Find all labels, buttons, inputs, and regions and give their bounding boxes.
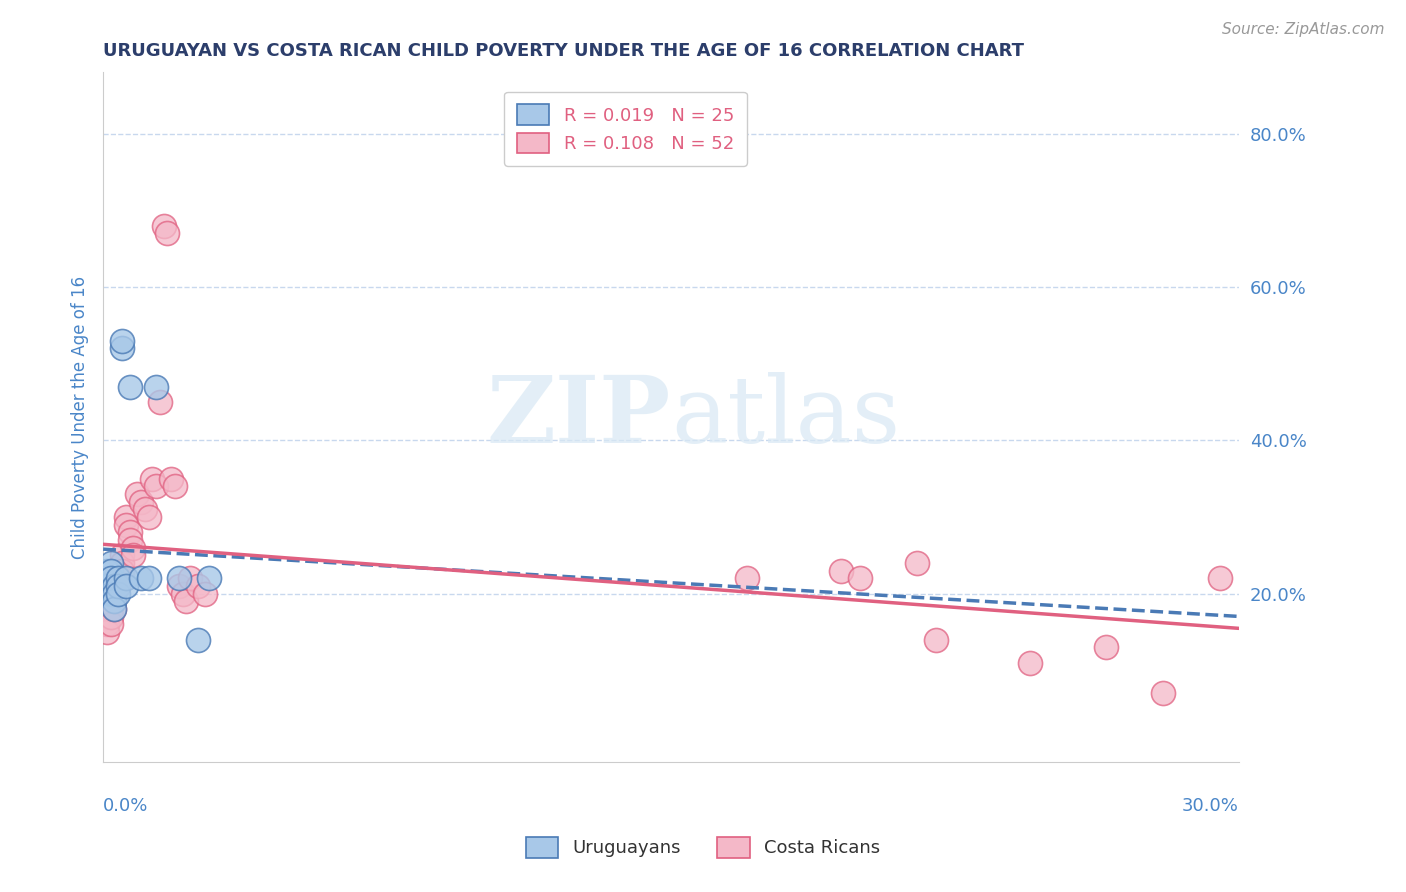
Point: [111, 549, 134, 563]
Point: [100, 556, 122, 570]
Point: [145, 379, 167, 393]
Point: [103, 579, 125, 593]
Point: [156, 227, 179, 241]
Point: [160, 472, 183, 486]
Point: [100, 586, 122, 600]
Point: [194, 586, 217, 600]
Point: [100, 602, 122, 616]
Point: [115, 517, 138, 532]
Point: [111, 334, 134, 348]
Point: [1152, 686, 1174, 700]
Point: [111, 564, 134, 578]
Point: [100, 609, 122, 624]
Point: [1019, 656, 1042, 670]
Point: [96, 602, 118, 616]
Point: [145, 479, 167, 493]
Point: [179, 571, 201, 585]
Y-axis label: Child Poverty Under the Age of 16: Child Poverty Under the Age of 16: [72, 276, 89, 559]
Point: [1209, 571, 1232, 585]
Text: atlas: atlas: [671, 372, 900, 462]
Point: [96, 571, 118, 585]
Point: [122, 549, 145, 563]
Point: [100, 586, 122, 600]
Point: [1095, 640, 1118, 655]
Point: [152, 219, 174, 233]
Point: [96, 624, 118, 639]
Point: [129, 494, 152, 508]
Point: [100, 594, 122, 608]
Point: [187, 632, 209, 647]
Point: [187, 579, 209, 593]
Point: [849, 571, 872, 585]
Text: Source: ZipAtlas.com: Source: ZipAtlas.com: [1222, 22, 1385, 37]
Point: [96, 579, 118, 593]
Point: [149, 395, 172, 409]
Point: [118, 525, 141, 540]
Point: [103, 594, 125, 608]
Point: [107, 571, 129, 585]
Point: [176, 594, 198, 608]
Point: [107, 564, 129, 578]
Point: [103, 602, 125, 616]
Point: [118, 533, 141, 547]
Point: [163, 479, 186, 493]
Text: 30.0%: 30.0%: [1182, 797, 1239, 814]
Point: [141, 472, 163, 486]
Legend: R = 0.019   N = 25, R = 0.108   N = 52: R = 0.019 N = 25, R = 0.108 N = 52: [505, 92, 747, 166]
Point: [100, 564, 122, 578]
Point: [103, 586, 125, 600]
Text: 0.0%: 0.0%: [103, 797, 149, 814]
Point: [96, 617, 118, 632]
Point: [111, 556, 134, 570]
Point: [118, 379, 141, 393]
Point: [905, 556, 928, 570]
Point: [103, 586, 125, 600]
Point: [103, 571, 125, 585]
Point: [107, 586, 129, 600]
Point: [167, 571, 190, 585]
Point: [103, 602, 125, 616]
Point: [115, 510, 138, 524]
Point: [103, 579, 125, 593]
Point: [96, 564, 118, 578]
Point: [127, 487, 149, 501]
Point: [111, 342, 134, 356]
Legend: Uruguayans, Costa Ricans: Uruguayans, Costa Ricans: [519, 830, 887, 865]
Point: [100, 571, 122, 585]
Point: [115, 571, 138, 585]
Point: [122, 541, 145, 555]
Point: [925, 632, 948, 647]
Point: [134, 502, 156, 516]
Point: [138, 571, 160, 585]
Point: [735, 571, 758, 585]
Point: [115, 579, 138, 593]
Point: [138, 510, 160, 524]
Point: [103, 594, 125, 608]
Point: [167, 579, 190, 593]
Point: [107, 579, 129, 593]
Point: [107, 571, 129, 585]
Point: [129, 571, 152, 585]
Point: [198, 571, 221, 585]
Point: [172, 586, 194, 600]
Point: [830, 564, 852, 578]
Text: URUGUAYAN VS COSTA RICAN CHILD POVERTY UNDER THE AGE OF 16 CORRELATION CHART: URUGUAYAN VS COSTA RICAN CHILD POVERTY U…: [103, 42, 1024, 60]
Point: [96, 609, 118, 624]
Point: [107, 579, 129, 593]
Point: [100, 617, 122, 632]
Text: ZIP: ZIP: [486, 372, 671, 462]
